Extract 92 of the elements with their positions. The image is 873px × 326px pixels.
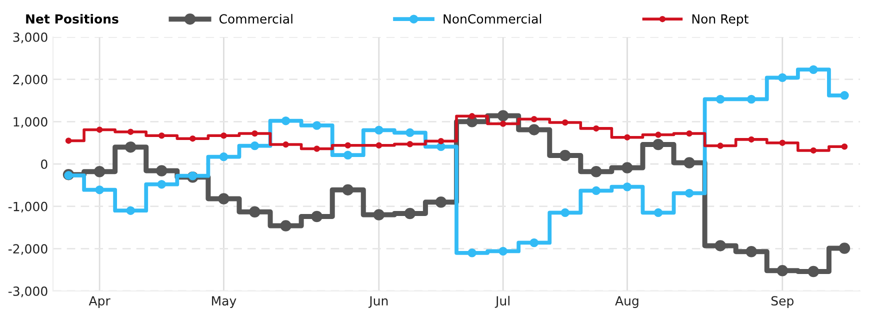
y-tick-label: -2,000: [8, 244, 48, 255]
point: [342, 184, 354, 196]
point: [343, 150, 352, 160]
point: [809, 65, 818, 74]
point: [406, 140, 414, 148]
point: [500, 120, 506, 127]
point: [779, 140, 786, 146]
point: [776, 265, 788, 276]
point: [96, 126, 103, 133]
y-tick-label: 0: [41, 159, 48, 169]
point: [498, 246, 508, 256]
point: [157, 180, 166, 189]
point: [560, 208, 570, 218]
point: [219, 152, 228, 162]
point: [218, 193, 230, 204]
legend-label: Commercial: [219, 14, 292, 24]
point: [717, 142, 724, 149]
point: [624, 134, 630, 140]
point: [497, 110, 509, 122]
y-tick-label: -1,000: [8, 202, 48, 213]
point: [468, 113, 476, 120]
point: [282, 141, 289, 148]
point: [655, 132, 662, 138]
point: [716, 94, 725, 104]
point: [810, 147, 817, 154]
point: [684, 157, 695, 168]
point: [714, 240, 726, 252]
point: [593, 125, 600, 132]
point: [250, 141, 260, 150]
point: [64, 171, 73, 180]
point: [312, 121, 322, 130]
point: [65, 138, 72, 144]
point: [622, 182, 632, 192]
point: [590, 166, 602, 178]
legend-title: Net Positions: [26, 14, 118, 24]
point: [841, 144, 848, 150]
point: [249, 206, 260, 218]
point: [314, 146, 320, 152]
y-tick-label: 3,000: [13, 32, 48, 44]
point: [686, 130, 692, 137]
point: [281, 116, 290, 126]
point: [127, 128, 134, 135]
point: [778, 73, 787, 82]
point: [528, 124, 540, 136]
point: [311, 210, 322, 222]
point: [530, 238, 538, 248]
y-tick-label: 2,000: [13, 74, 48, 86]
point: [220, 132, 227, 139]
point: [124, 141, 136, 153]
point: [373, 209, 385, 220]
point: [344, 142, 351, 148]
point: [808, 266, 820, 278]
point: [840, 91, 849, 100]
x-tick-label: Aug: [615, 296, 638, 308]
point: [252, 130, 258, 137]
x-tick-label: Jun: [368, 296, 388, 308]
point: [436, 142, 446, 152]
point: [376, 142, 382, 148]
point: [622, 162, 633, 174]
point: [190, 135, 196, 142]
point: [562, 119, 568, 126]
point: [435, 196, 447, 208]
x-tick-label: Jul: [494, 296, 510, 308]
point: [126, 206, 135, 215]
point: [684, 188, 694, 198]
point: [156, 165, 168, 176]
point: [374, 126, 384, 135]
point: [748, 136, 754, 143]
x-tick-label: Sep: [771, 296, 794, 308]
point: [438, 138, 444, 144]
x-tick-label: May: [212, 296, 236, 308]
point: [95, 185, 104, 194]
legend-label: Non Rept: [692, 14, 748, 26]
y-tick-label: 1,000: [14, 117, 48, 128]
point: [746, 94, 756, 104]
point: [188, 171, 198, 180]
point: [158, 132, 165, 139]
point: [652, 138, 664, 150]
point: [654, 208, 663, 218]
point: [406, 128, 414, 138]
point: [530, 116, 538, 122]
x-tick-label: Apr: [88, 296, 110, 308]
point: [560, 150, 571, 162]
legend-label: NonCommercial: [444, 14, 542, 24]
point: [94, 166, 106, 178]
point: [838, 242, 850, 254]
point: [468, 248, 476, 258]
point: [404, 208, 416, 220]
point: [280, 220, 292, 232]
point: [592, 186, 601, 196]
y-tick-label: -3,000: [8, 286, 48, 298]
point: [746, 246, 757, 258]
